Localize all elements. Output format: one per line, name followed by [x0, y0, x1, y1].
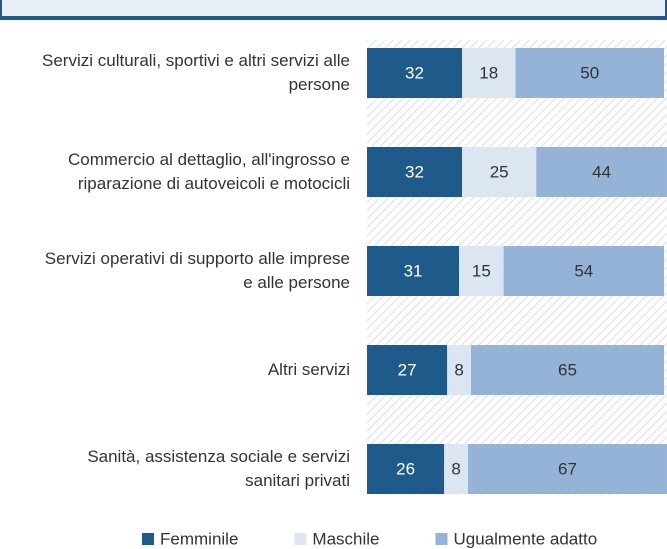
- value-label: 27: [398, 360, 417, 379]
- value-label: 32: [405, 162, 424, 181]
- bar-segment: [444, 444, 468, 494]
- category-label: Sanità, assistenza sociale e servizi san…: [87, 447, 350, 490]
- value-label: 44: [592, 162, 611, 181]
- bar-segment: [459, 246, 504, 296]
- value-label: 65: [558, 360, 577, 379]
- legend-swatch: [435, 533, 448, 545]
- legend-swatch: [294, 533, 307, 545]
- value-label: 54: [574, 261, 593, 280]
- header-inner: [2, 0, 665, 16]
- value-label: 8: [451, 459, 460, 478]
- value-label: 31: [404, 261, 423, 280]
- value-label: 50: [580, 63, 599, 82]
- value-label: 15: [472, 261, 491, 280]
- value-label: 26: [396, 459, 415, 478]
- bar-segment: [367, 444, 445, 494]
- bar-segment: [536, 147, 667, 197]
- legend-label: Ugualmente adatto: [454, 529, 598, 548]
- bar-segment: [503, 246, 664, 296]
- value-label: 8: [454, 360, 463, 379]
- legend-swatch: [142, 533, 154, 545]
- bar-segment: [470, 345, 664, 395]
- value-label: 32: [405, 63, 424, 82]
- bar-segment: [367, 345, 448, 395]
- value-label: 25: [490, 162, 509, 181]
- bar-segment: [467, 444, 667, 494]
- category-label: Altri servizi: [267, 360, 350, 379]
- bar-segment: [367, 246, 460, 296]
- bar-segment: [515, 48, 664, 98]
- value-label: 67: [558, 459, 577, 478]
- legend-label: Femminile: [160, 529, 238, 548]
- value-label: 18: [479, 63, 498, 82]
- category-label: Commercio al dettaglio, all'ingrosso e r…: [68, 150, 350, 193]
- category-label: Servizi culturali, sportivi e altri serv…: [42, 51, 350, 94]
- bar-segment: [462, 147, 537, 197]
- legend-label: Maschile: [312, 529, 379, 548]
- bar-segment: [462, 48, 516, 98]
- bar-segment: [447, 345, 471, 395]
- category-label: Servizi operativi di supporto alle impre…: [44, 249, 350, 292]
- bar-segment: [367, 147, 463, 197]
- bar-segment: [367, 48, 463, 98]
